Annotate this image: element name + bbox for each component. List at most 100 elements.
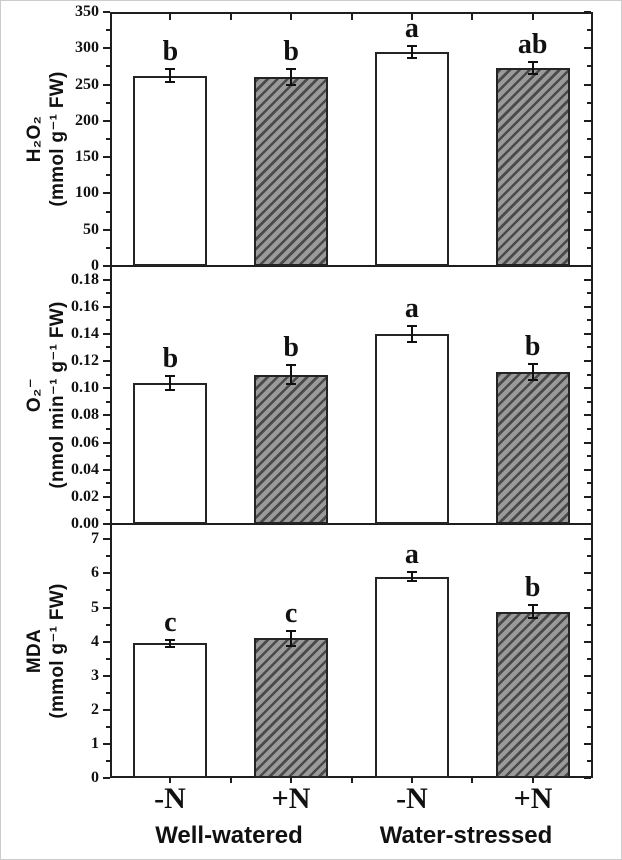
y-tick-major-right [584,674,591,677]
sig-letter: b [524,571,541,603]
y-tick-label: 5 [91,598,99,616]
error-bar [290,365,293,385]
x-tick-top [531,14,534,20]
y-axis-title-o2-name: O₂⁻ [24,377,45,413]
y-tick-major [103,278,110,281]
sig-letter: a [404,292,419,324]
y-axis-title-mda-units: (mmol g⁻¹ FW) [47,583,68,719]
y-tick-minor-right [587,210,591,213]
y-tick-label: 300 [75,39,99,57]
x-tick-label-3: -N [396,782,428,815]
x-tick-bottom [531,778,534,783]
y-tick-label: 4 [91,632,99,650]
y-tick-major-right [584,265,591,267]
y-tick-minor-right [587,29,591,32]
x-tick-top [169,14,172,20]
error-bar [290,68,293,85]
y-tick-minor-right [587,657,591,660]
y-tick-major-right [584,83,591,86]
y-tick-major [103,192,110,195]
error-bar [169,375,172,390]
group-label-water-stressed: Water-stressed [379,822,553,849]
y-tick-minor-right [587,373,591,376]
y-tick-major-right [584,523,591,525]
error-bar-cap-top [165,638,176,641]
error-bar [290,630,293,646]
y-tick-major-right [584,538,591,541]
x-tick-bottom [410,778,413,783]
y-tick-minor [106,691,110,694]
error-bar-cap-bottom [527,379,538,382]
error-bar-cap-bottom [406,56,417,59]
y-tick-major-right [584,441,591,444]
sig-letter: a [404,539,419,571]
bar-h2o2-2 [254,76,329,266]
y-tick-minor [106,657,110,660]
y-tick-major-right [584,360,591,363]
y-tick-minor-right [587,509,591,512]
y-tick-minor [106,29,110,32]
panel-divider-1 [110,265,593,267]
y-tick-major-right [584,332,591,335]
x-tick-top [471,14,474,20]
y-tick-label: 0 [91,257,99,274]
y-tick-label: 50 [83,220,99,238]
x-tick-top [229,14,232,20]
y-tick-minor-right [587,65,591,68]
error-bar-cap-top [286,629,297,632]
y-tick-label: 0.08 [71,406,99,424]
error-bar-cap-bottom [286,383,297,386]
sig-letter: a [404,13,419,45]
panel-divider-2 [110,523,593,525]
y-tick-minor [106,65,110,68]
y-tick-label: 0.04 [71,460,99,478]
y-tick-major-right [584,414,591,417]
error-bar-cap-top [527,603,538,606]
error-bar-cap-top [527,362,538,365]
y-tick-minor [106,246,110,249]
y-tick-minor [106,138,110,140]
y-tick-major-right [584,47,591,50]
error-bar-cap-top [165,68,176,71]
bar-mda-3 [374,576,449,778]
y-tick-major-right [584,606,591,609]
y-tick-major [103,332,110,335]
y-tick-minor-right [587,589,591,592]
bar-o2-3 [374,333,449,524]
y-tick-minor [106,210,110,213]
y-tick-label: 0.10 [71,379,99,397]
x-tick-label-2: +N [271,782,311,815]
sig-letter: b [283,35,299,67]
y-tick-label: 350 [75,3,99,20]
y-tick-major [103,265,110,267]
y-tick-minor-right [587,691,591,694]
y-tick-minor-right [587,455,591,458]
y-tick-minor [106,589,110,592]
y-tick-minor-right [587,482,591,485]
sig-letter: ab [517,29,548,61]
bar-h2o2-4 [495,67,570,266]
y-tick-major [103,523,110,525]
y-tick-minor [106,400,110,403]
error-bar-cap-bottom [286,83,297,86]
x-tick-bottom [471,778,474,783]
y-tick-label: 0.06 [71,433,99,451]
error-bar [169,639,172,647]
error-bar-cap-bottom [165,645,176,648]
y-tick-minor-right [587,138,591,140]
x-tick-top [290,14,293,20]
y-tick-minor [106,373,110,376]
y-tick-major [103,674,110,677]
y-tick-major [103,414,110,417]
y-tick-major [103,441,110,444]
error-bar-cap-top [406,324,417,327]
y-tick-major-right [584,468,591,471]
y-tick-major [103,387,110,390]
y-tick-major [103,495,110,498]
error-bar-cap-top [286,364,297,367]
x-tick-label-4: +N [513,782,553,815]
x-tick-label-1: -N [154,782,186,815]
y-tick-label: 0.00 [71,515,99,532]
group-label-well-watered: Well-watered [155,822,303,849]
